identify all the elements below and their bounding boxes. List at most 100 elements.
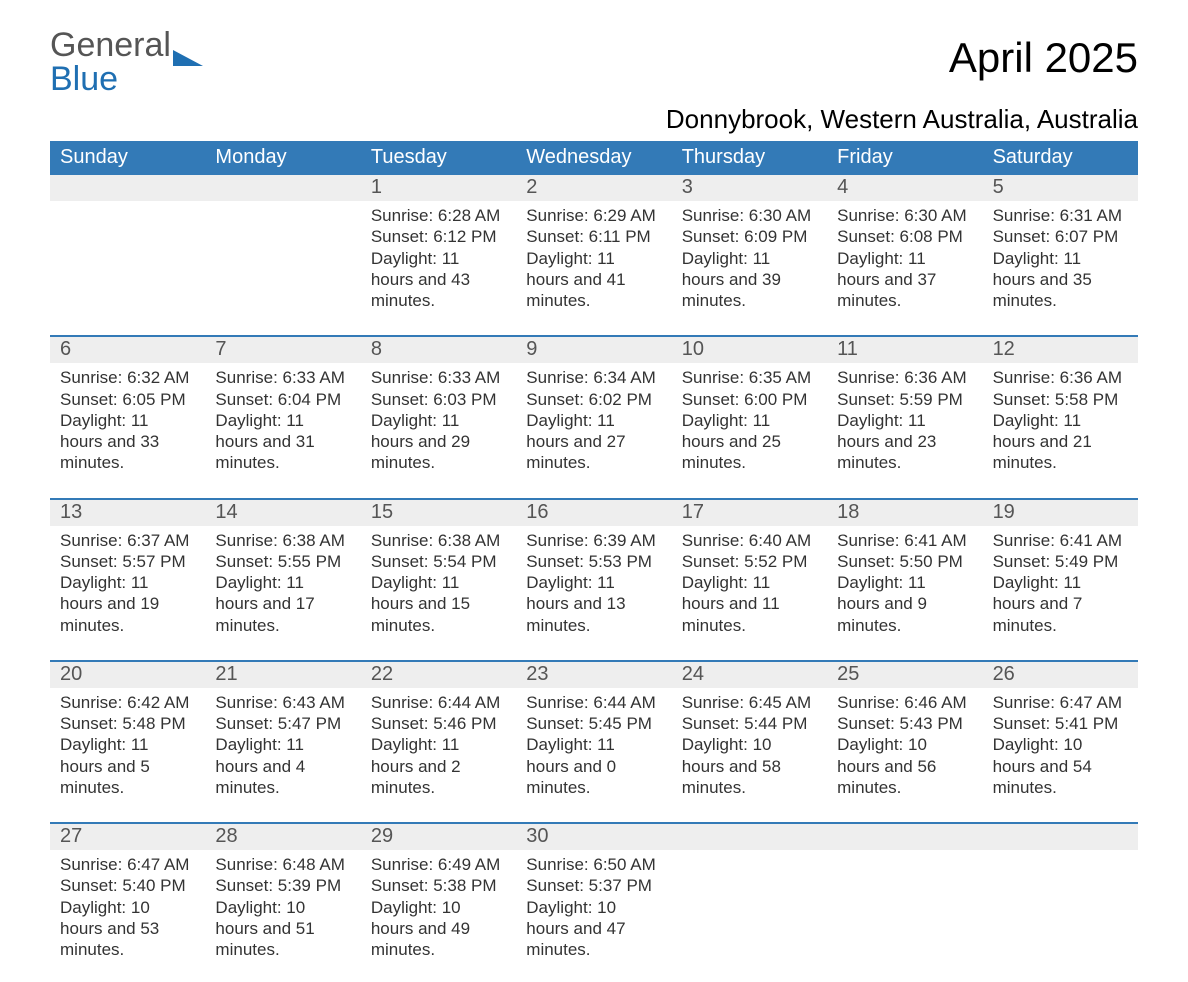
day-number [50, 175, 205, 201]
sunrise-text: Sunrise: 6:33 AM [215, 367, 350, 388]
day-number [827, 824, 982, 850]
cells-row: Sunrise: 6:28 AMSunset: 6:12 PMDaylight:… [50, 201, 1138, 333]
day-cell: Sunrise: 6:33 AMSunset: 6:04 PMDaylight:… [205, 363, 360, 495]
sunset-text: Sunset: 5:52 PM [682, 551, 817, 572]
day-cell: Sunrise: 6:45 AMSunset: 5:44 PMDaylight:… [672, 688, 827, 820]
day-cell: Sunrise: 6:36 AMSunset: 5:58 PMDaylight:… [983, 363, 1138, 495]
weekday-label: Tuesday [361, 141, 516, 175]
day-cell [983, 850, 1138, 982]
sunset-text: Sunset: 5:46 PM [371, 713, 506, 734]
sunset-text: Sunset: 6:05 PM [60, 389, 195, 410]
day-cell [672, 850, 827, 982]
day-cell: Sunrise: 6:38 AMSunset: 5:55 PMDaylight:… [205, 526, 360, 658]
day-cell: Sunrise: 6:44 AMSunset: 5:45 PMDaylight:… [516, 688, 671, 820]
sunset-text: Sunset: 5:38 PM [371, 875, 506, 896]
sunrise-text: Sunrise: 6:30 AM [682, 205, 817, 226]
day-number: 3 [672, 175, 827, 201]
header-row: General Blue April 2025 [50, 28, 1138, 96]
sunrise-text: Sunrise: 6:47 AM [60, 854, 195, 875]
sunrise-text: Sunrise: 6:41 AM [993, 530, 1128, 551]
day-cell: Sunrise: 6:38 AMSunset: 5:54 PMDaylight:… [361, 526, 516, 658]
day-number: 26 [983, 662, 1138, 688]
daynum-row: 13141516171819 [50, 500, 1138, 526]
sunset-text: Sunset: 5:43 PM [837, 713, 972, 734]
sunset-text: Sunset: 6:03 PM [371, 389, 506, 410]
day-cell: Sunrise: 6:41 AMSunset: 5:50 PMDaylight:… [827, 526, 982, 658]
sunset-text: Sunset: 6:02 PM [526, 389, 661, 410]
daylight-text: Daylight: 11 hours and 4 minutes. [215, 734, 350, 798]
day-cell: Sunrise: 6:40 AMSunset: 5:52 PMDaylight:… [672, 526, 827, 658]
page-title: April 2025 [949, 34, 1138, 82]
sunrise-text: Sunrise: 6:39 AM [526, 530, 661, 551]
day-cell: Sunrise: 6:46 AMSunset: 5:43 PMDaylight:… [827, 688, 982, 820]
daylight-text: Daylight: 11 hours and 15 minutes. [371, 572, 506, 636]
day-number: 10 [672, 337, 827, 363]
daylight-text: Daylight: 11 hours and 9 minutes. [837, 572, 972, 636]
daylight-text: Daylight: 11 hours and 41 minutes. [526, 248, 661, 312]
day-cell: Sunrise: 6:43 AMSunset: 5:47 PMDaylight:… [205, 688, 360, 820]
sunrise-text: Sunrise: 6:50 AM [526, 854, 661, 875]
day-number: 6 [50, 337, 205, 363]
weekday-label: Saturday [983, 141, 1138, 175]
daylight-text: Daylight: 10 hours and 56 minutes. [837, 734, 972, 798]
daynum-row: 27282930 [50, 824, 1138, 850]
sunset-text: Sunset: 6:08 PM [837, 226, 972, 247]
daylight-text: Daylight: 11 hours and 25 minutes. [682, 410, 817, 474]
day-number: 15 [361, 500, 516, 526]
calendar: SundayMondayTuesdayWednesdayThursdayFrid… [50, 141, 1138, 982]
cells-row: Sunrise: 6:32 AMSunset: 6:05 PMDaylight:… [50, 363, 1138, 495]
sunset-text: Sunset: 6:07 PM [993, 226, 1128, 247]
day-number: 11 [827, 337, 982, 363]
sunrise-text: Sunrise: 6:45 AM [682, 692, 817, 713]
sunrise-text: Sunrise: 6:43 AM [215, 692, 350, 713]
day-cell: Sunrise: 6:28 AMSunset: 6:12 PMDaylight:… [361, 201, 516, 333]
daylight-text: Daylight: 11 hours and 5 minutes. [60, 734, 195, 798]
daylight-text: Daylight: 11 hours and 43 minutes. [371, 248, 506, 312]
logo: General Blue [50, 28, 207, 96]
sunrise-text: Sunrise: 6:28 AM [371, 205, 506, 226]
daylight-text: Daylight: 10 hours and 58 minutes. [682, 734, 817, 798]
sunrise-text: Sunrise: 6:30 AM [837, 205, 972, 226]
sunset-text: Sunset: 5:48 PM [60, 713, 195, 734]
day-number: 18 [827, 500, 982, 526]
sunset-text: Sunset: 5:57 PM [60, 551, 195, 572]
day-cell [827, 850, 982, 982]
day-number: 16 [516, 500, 671, 526]
day-cell: Sunrise: 6:42 AMSunset: 5:48 PMDaylight:… [50, 688, 205, 820]
calendar-week: 12345Sunrise: 6:28 AMSunset: 6:12 PMDayl… [50, 175, 1138, 333]
daylight-text: Daylight: 10 hours and 51 minutes. [215, 897, 350, 961]
sunrise-text: Sunrise: 6:29 AM [526, 205, 661, 226]
cells-row: Sunrise: 6:42 AMSunset: 5:48 PMDaylight:… [50, 688, 1138, 820]
weekday-label: Friday [827, 141, 982, 175]
daynum-row: 20212223242526 [50, 662, 1138, 688]
day-cell: Sunrise: 6:30 AMSunset: 6:08 PMDaylight:… [827, 201, 982, 333]
day-number: 14 [205, 500, 360, 526]
day-cell: Sunrise: 6:29 AMSunset: 6:11 PMDaylight:… [516, 201, 671, 333]
daynum-row: 6789101112 [50, 337, 1138, 363]
sunrise-text: Sunrise: 6:44 AM [371, 692, 506, 713]
weekday-label: Wednesday [516, 141, 671, 175]
day-number: 29 [361, 824, 516, 850]
day-number: 25 [827, 662, 982, 688]
day-number: 17 [672, 500, 827, 526]
day-cell: Sunrise: 6:41 AMSunset: 5:49 PMDaylight:… [983, 526, 1138, 658]
sunset-text: Sunset: 5:39 PM [215, 875, 350, 896]
day-cell: Sunrise: 6:44 AMSunset: 5:46 PMDaylight:… [361, 688, 516, 820]
sunset-text: Sunset: 6:12 PM [371, 226, 506, 247]
cells-row: Sunrise: 6:37 AMSunset: 5:57 PMDaylight:… [50, 526, 1138, 658]
day-cell: Sunrise: 6:37 AMSunset: 5:57 PMDaylight:… [50, 526, 205, 658]
sunrise-text: Sunrise: 6:46 AM [837, 692, 972, 713]
sunset-text: Sunset: 6:00 PM [682, 389, 817, 410]
day-cell: Sunrise: 6:47 AMSunset: 5:41 PMDaylight:… [983, 688, 1138, 820]
logo-text-general: General [50, 26, 171, 64]
day-number: 13 [50, 500, 205, 526]
sunrise-text: Sunrise: 6:36 AM [993, 367, 1128, 388]
daylight-text: Daylight: 11 hours and 31 minutes. [215, 410, 350, 474]
daylight-text: Daylight: 11 hours and 11 minutes. [682, 572, 817, 636]
sunrise-text: Sunrise: 6:42 AM [60, 692, 195, 713]
daylight-text: Daylight: 11 hours and 7 minutes. [993, 572, 1128, 636]
daylight-text: Daylight: 11 hours and 0 minutes. [526, 734, 661, 798]
sunset-text: Sunset: 6:11 PM [526, 226, 661, 247]
day-number: 21 [205, 662, 360, 688]
calendar-week: 13141516171819Sunrise: 6:37 AMSunset: 5:… [50, 498, 1138, 658]
